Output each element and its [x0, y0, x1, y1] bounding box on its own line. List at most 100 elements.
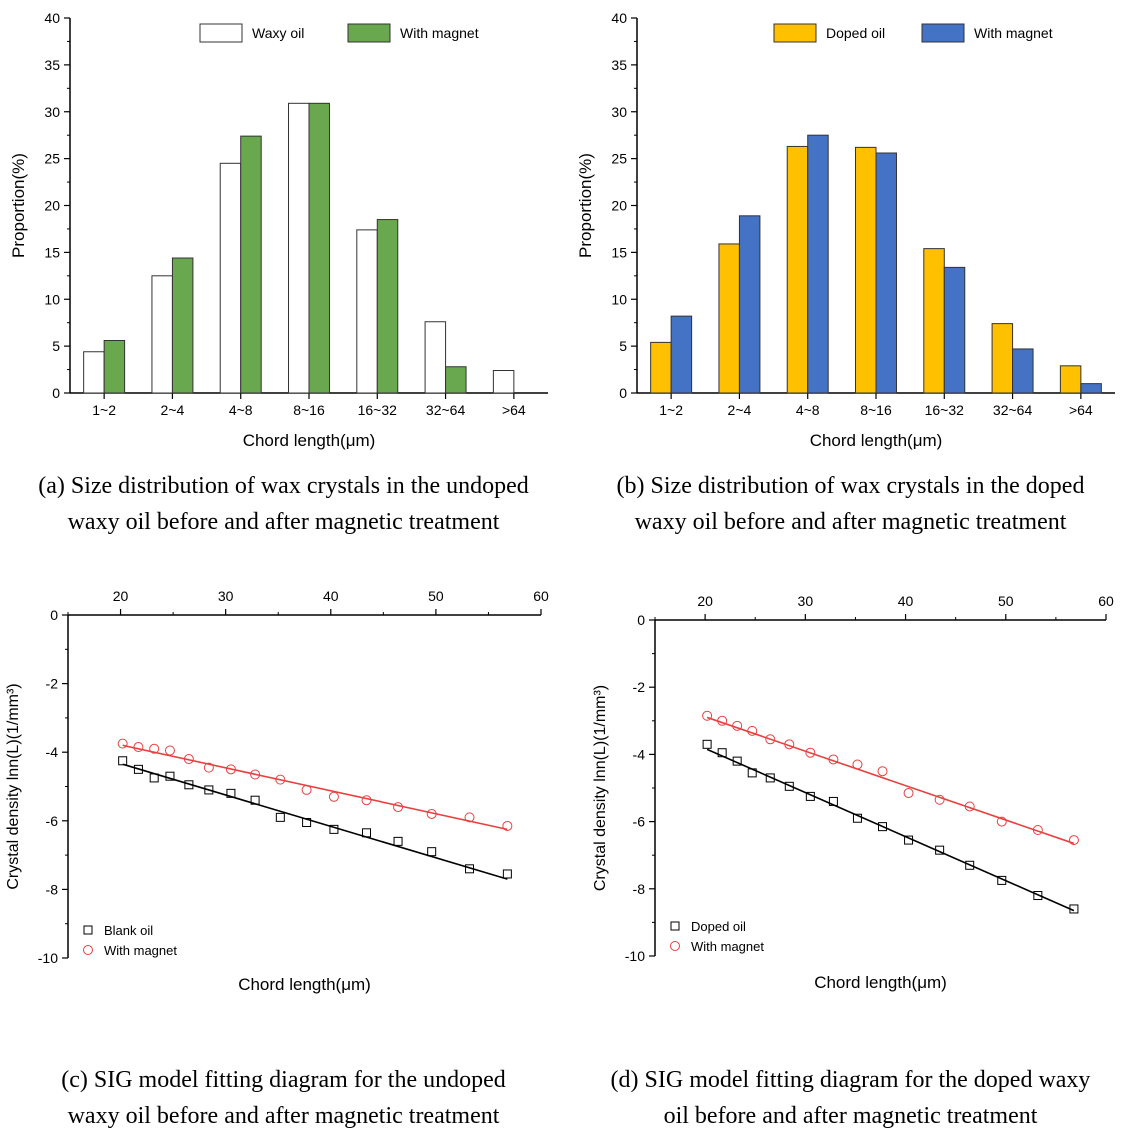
- fit-line: [122, 744, 508, 831]
- data-point: [904, 835, 914, 845]
- data-point: [426, 808, 437, 819]
- y-tick-label: 40: [611, 10, 627, 26]
- caption-b-line1: (b) Size distribution of wax crystals in…: [616, 473, 1085, 499]
- bar: [356, 229, 378, 394]
- data-point: [329, 824, 339, 834]
- data-point: [328, 791, 339, 802]
- y-tick-label: 25: [44, 151, 60, 167]
- data-point: [464, 812, 475, 823]
- data-point: [226, 788, 236, 798]
- x-tick-label: 1~2: [659, 402, 683, 418]
- y-tick-label: 35: [44, 57, 60, 73]
- x-tick-label: 32~64: [426, 402, 466, 418]
- caption-d: (d) SIG model fitting diagram for the do…: [567, 1062, 1134, 1134]
- legend-swatch: [347, 23, 391, 43]
- bar-chart-doped: 0 5 10 15 20 25 30 35 40 1~2 2~4 4~8 8~16 16~32 32~64 >…: [576, 10, 1115, 450]
- bar: [1012, 348, 1034, 394]
- y-tick-label: 0: [50, 607, 58, 623]
- data-point: [964, 801, 975, 812]
- y-tick-label: 25: [611, 151, 627, 167]
- x-axis-label: Chord length(μm): [814, 973, 947, 992]
- data-point: [732, 720, 743, 731]
- x-tick-label: 2~4: [161, 402, 185, 418]
- legend-swatch: [199, 23, 243, 43]
- bar: [376, 219, 399, 394]
- data-point: [204, 785, 214, 795]
- data-point: [702, 710, 713, 721]
- y-tick-label: 5: [619, 338, 627, 354]
- y-tick-label: 20: [611, 198, 627, 214]
- y-tick-label: -10: [625, 948, 645, 964]
- x-tick-label: 60: [533, 588, 549, 604]
- x-tick-label: 8~16: [860, 402, 892, 418]
- data-point: [702, 739, 712, 749]
- legend-label: With magnet: [691, 939, 764, 954]
- y-tick-label: 0: [52, 385, 60, 401]
- data-point: [301, 784, 312, 795]
- y-tick-label: 15: [44, 244, 60, 260]
- data-point: [502, 820, 513, 831]
- data-point: [302, 818, 312, 828]
- data-point: [828, 754, 839, 765]
- bar: [103, 340, 126, 394]
- x-tick-label: 4~8: [229, 402, 253, 418]
- y-axis-label: Crystal density lnn(L)(1/mm³): [5, 683, 22, 889]
- data-point: [184, 780, 194, 790]
- fit-line: [706, 716, 1075, 845]
- legend-marker: [670, 941, 680, 951]
- data-point: [133, 764, 143, 774]
- caption-c-line1: (c) SIG model fitting diagram for the un…: [61, 1067, 506, 1093]
- legend-marker: [670, 921, 680, 931]
- bar: [308, 102, 330, 394]
- x-tick-label: 1~2: [92, 402, 116, 418]
- bar: [171, 257, 194, 394]
- caption-d-line2: oil before and after magnetic treatment: [663, 1103, 1038, 1129]
- x-tick-label: 32~64: [993, 402, 1033, 418]
- caption-a-line1: (a) Size distribution of wax crystals in…: [38, 473, 529, 499]
- bar: [492, 370, 515, 394]
- fit-line: [706, 748, 1075, 912]
- data-point: [427, 847, 437, 857]
- data-point: [997, 875, 1007, 885]
- legend-label: Doped oil: [691, 919, 746, 934]
- data-point: [1068, 835, 1079, 846]
- legend-label: With magnet: [104, 943, 177, 958]
- y-tick-label: -2: [633, 679, 646, 695]
- data-point: [852, 813, 862, 823]
- data-point: [183, 754, 194, 765]
- bar: [923, 248, 945, 394]
- bar: [943, 266, 966, 394]
- x-tick-label: 8~16: [293, 402, 325, 418]
- x-axis-label: Chord length(μm): [810, 431, 943, 450]
- caption-a: (a) Size distribution of wax crystals in…: [0, 468, 567, 540]
- data-point: [275, 812, 285, 822]
- data-point: [362, 828, 372, 838]
- legend-label: With magnet: [400, 25, 479, 41]
- x-axis-label: Chord length(μm): [243, 431, 376, 450]
- caption-c-line2: waxy oil before and after magnetic treat…: [67, 1103, 500, 1129]
- y-tick-label: 0: [619, 385, 627, 401]
- x-tick-label: 4~8: [796, 402, 820, 418]
- x-tick-label: 40: [323, 588, 339, 604]
- x-tick-label: 2~4: [728, 402, 752, 418]
- y-tick-label: -6: [633, 814, 646, 830]
- caption-b: (b) Size distribution of wax crystals in…: [567, 468, 1134, 540]
- bar: [650, 341, 672, 394]
- data-point: [250, 769, 261, 780]
- y-axis-label: Crystal density lnn(L)(1/mm³): [592, 685, 609, 891]
- caption-a-line2: waxy oil before and after magnetic treat…: [67, 509, 500, 535]
- data-point: [149, 743, 160, 754]
- data-point: [225, 764, 236, 775]
- data-point: [877, 766, 888, 777]
- x-tick-label: 30: [798, 593, 814, 609]
- y-tick-label: 10: [611, 291, 627, 307]
- legend-swatch: [773, 23, 817, 43]
- bar: [875, 152, 897, 394]
- data-point: [149, 773, 159, 783]
- data-point: [784, 781, 794, 791]
- bar: [288, 102, 310, 394]
- sig-fit-chart-doped: 20 30 40 50 60 0 -2 -4 -6 -8 -10 Doped oil With magn…: [592, 593, 1114, 992]
- data-point: [747, 768, 757, 778]
- legend-label: With magnet: [974, 25, 1053, 41]
- data-point: [828, 796, 838, 806]
